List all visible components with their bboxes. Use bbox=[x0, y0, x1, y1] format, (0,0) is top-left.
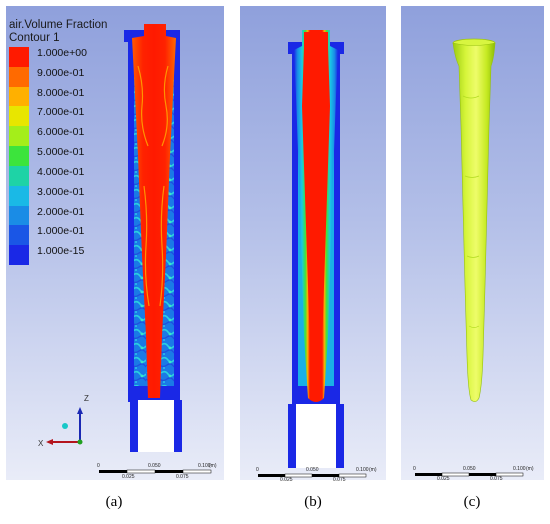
svg-text:(m): (m) bbox=[526, 466, 534, 472]
svg-text:0.100: 0.100 bbox=[198, 463, 211, 469]
legend-swatch bbox=[9, 47, 29, 68]
iso-surface-svg: 0 0.050 0.100 (m) 0.025 0.075 bbox=[413, 38, 534, 482]
legend-label: 5.000e-01 bbox=[37, 146, 85, 159]
legend-subtitle: Contour 1 bbox=[9, 32, 60, 44]
caption-c: (c) bbox=[463, 494, 481, 510]
legend-swatch bbox=[9, 185, 29, 207]
legend-label: 1.000e-01 bbox=[37, 225, 85, 238]
legend-label: 1.000e-15 bbox=[37, 245, 85, 258]
svg-text:0.100: 0.100 bbox=[513, 466, 526, 472]
legend-label: 4.000e-01 bbox=[37, 165, 85, 178]
scale-bar-b: 0 0.050 0.100 (m) 0.025 0.075 bbox=[256, 467, 377, 483]
legend-label: 2.000e-01 bbox=[37, 205, 85, 218]
legend-swatch bbox=[9, 165, 29, 187]
svg-text:0.050: 0.050 bbox=[306, 467, 319, 473]
legend-swatch bbox=[9, 225, 29, 246]
legend-swatch bbox=[9, 205, 29, 226]
svg-text:0.025: 0.025 bbox=[122, 474, 135, 480]
contour-b-svg: 0 0.050 0.100 (m) 0.025 0.075 bbox=[256, 30, 377, 483]
legend-swatch bbox=[9, 66, 29, 88]
scale-bar-a: 0 0.050 0.100 (m) 0.025 0.075 bbox=[97, 463, 217, 480]
legend-swatch bbox=[9, 106, 29, 127]
bottom-chamber-b bbox=[296, 404, 336, 468]
caption-a: (a) bbox=[105, 494, 123, 510]
svg-text:0.025: 0.025 bbox=[437, 476, 450, 482]
legend-label: 9.000e-01 bbox=[37, 66, 85, 79]
iso-surface-body bbox=[452, 42, 496, 402]
legend-swatch bbox=[9, 245, 29, 266]
panel-a-contour-plot: air.Volume Fraction Contour 1 1.000e+00 9… bbox=[6, 6, 224, 480]
legend-label: 1.000e+00 bbox=[37, 47, 87, 59]
triad-view-sphere bbox=[62, 423, 68, 429]
legend-title: air.Volume Fraction bbox=[9, 19, 108, 31]
triad-z-label: Z bbox=[84, 394, 89, 403]
svg-text:0.075: 0.075 bbox=[176, 474, 189, 480]
legend-swatch bbox=[9, 126, 29, 147]
legend-swatch bbox=[9, 86, 29, 107]
svg-text:0.025: 0.025 bbox=[280, 477, 293, 483]
scale-bar-c: 0 0.050 0.100 (m) 0.025 0.075 bbox=[413, 466, 534, 482]
caption-b: (b) bbox=[304, 494, 322, 510]
panel-b-contour-plot: 0 0.050 0.100 (m) 0.025 0.075 bbox=[240, 6, 386, 483]
legend-label: 8.000e-01 bbox=[37, 86, 85, 99]
legend-label: 7.000e-01 bbox=[37, 106, 85, 119]
svg-text:0.075: 0.075 bbox=[490, 476, 503, 482]
legend-swatch bbox=[9, 146, 29, 167]
svg-text:0.100: 0.100 bbox=[356, 467, 369, 473]
triad-x-label: X bbox=[38, 439, 44, 448]
svg-text:0.050: 0.050 bbox=[148, 463, 161, 469]
svg-text:0.075: 0.075 bbox=[333, 477, 346, 483]
svg-text:0.050: 0.050 bbox=[463, 466, 476, 472]
svg-text:(m): (m) bbox=[209, 463, 217, 469]
svg-text:0: 0 bbox=[97, 463, 100, 469]
svg-text:(m): (m) bbox=[369, 467, 377, 473]
svg-text:0: 0 bbox=[413, 466, 416, 472]
contour-a-svg: Z X 0 0.050 0.100 (m) 0.025 0.075 bbox=[38, 24, 217, 480]
air-core-a bbox=[132, 24, 176, 398]
panel-c-iso-surface: 0 0.050 0.100 (m) 0.025 0.075 bbox=[401, 6, 544, 482]
legend-color-bar bbox=[9, 47, 29, 266]
svg-text:0: 0 bbox=[256, 467, 259, 473]
legend-label: 3.000e-01 bbox=[37, 185, 85, 198]
bottom-chamber-a bbox=[138, 400, 174, 452]
legend-label: 6.000e-01 bbox=[37, 126, 85, 139]
